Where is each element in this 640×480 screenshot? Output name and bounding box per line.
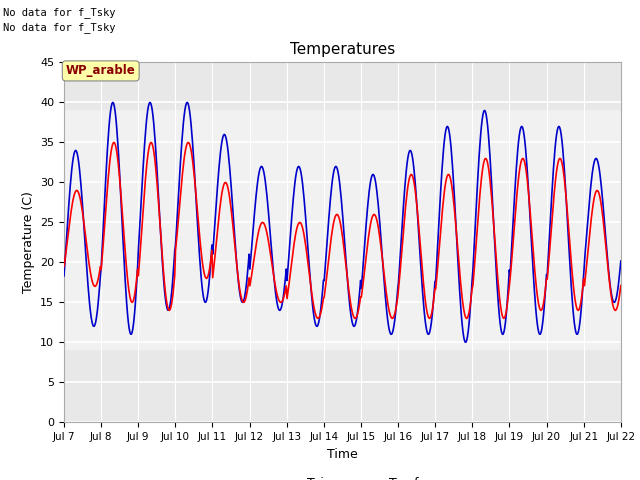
- Text: No data for f_Tsky: No data for f_Tsky: [3, 7, 116, 18]
- X-axis label: Time: Time: [327, 448, 358, 461]
- Text: No data for f_Tsky: No data for f_Tsky: [3, 22, 116, 33]
- Legend: Tair, Tsurf: Tair, Tsurf: [261, 472, 424, 480]
- Title: Temperatures: Temperatures: [290, 42, 395, 57]
- Y-axis label: Temperature (C): Temperature (C): [22, 192, 35, 293]
- Text: WP_arable: WP_arable: [66, 64, 136, 77]
- Bar: [64, 110, 621, 350]
